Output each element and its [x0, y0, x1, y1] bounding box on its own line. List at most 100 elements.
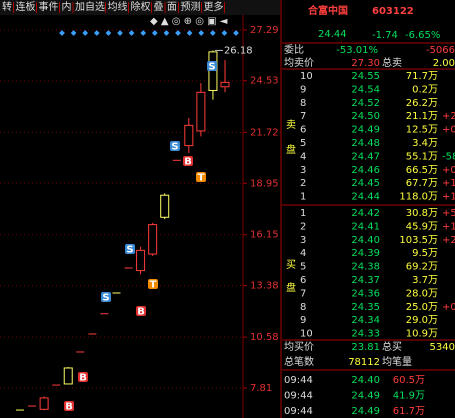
level-price: 24.54	[351, 84, 380, 95]
quote-text: 委比	[284, 43, 304, 56]
trade-volume: 61.7万	[393, 406, 425, 417]
level-volume: 25.0万	[406, 302, 438, 313]
level: 7	[300, 111, 306, 122]
trade-volume: 60.5万	[393, 375, 425, 386]
level-price: 24.34	[351, 315, 380, 326]
level: 2	[300, 221, 306, 232]
quote-text: 均卖价	[284, 57, 314, 69]
level: 3	[300, 235, 306, 246]
level: 4	[300, 151, 306, 162]
toolbar-button[interactable]: 均线	[108, 0, 128, 13]
icon-row: ◆ ▲ ◎ ⊕ ◎ ▣ ◄	[150, 16, 228, 27]
level-volume: 12.5万	[406, 125, 438, 136]
toolbar-button[interactable]: 除权	[131, 0, 151, 13]
signal-badge	[125, 244, 135, 254]
level: 8	[300, 302, 306, 313]
y-tick-label: 24.53	[250, 76, 279, 87]
level-volume: 28.0万	[406, 288, 438, 299]
candle-body	[208, 51, 218, 91]
toolbar-button[interactable]: 加自选	[75, 0, 105, 13]
trade-price: 24.40	[351, 375, 380, 386]
level-price: 24.35	[351, 302, 380, 313]
toolbar-button[interactable]: 事件	[39, 0, 59, 13]
quote-text: 均笔量	[382, 355, 412, 368]
signal-badge	[64, 401, 74, 411]
toolbar-bg	[0, 0, 280, 15]
level-volume: 103.5万	[399, 235, 438, 246]
level-price: 24.33	[351, 329, 380, 340]
level-volume: 30.8万	[406, 208, 438, 219]
level-change: +0	[442, 302, 455, 313]
level: 10	[300, 71, 313, 82]
level-change: -58.	[442, 151, 455, 162]
toolbar-button[interactable]: 连板	[16, 0, 36, 13]
toolbar-button[interactable]: 更多	[204, 0, 224, 13]
signal-badge	[136, 306, 146, 316]
quote-text: 5340	[430, 342, 455, 353]
signal-badge	[78, 372, 88, 382]
level-price: 24.41	[351, 221, 380, 232]
toolbar-button[interactable]: 叠	[154, 1, 164, 13]
side-label: 买	[286, 259, 296, 271]
level-price: 24.40	[351, 235, 380, 246]
toolbar-button[interactable]: 预测	[181, 0, 201, 13]
trade-price: 24.49	[351, 406, 380, 417]
level: 4	[300, 248, 306, 259]
signal-label: S	[102, 293, 109, 304]
toolbar-button[interactable]: 转	[2, 0, 12, 13]
level-volume: 71.7万	[406, 71, 438, 82]
level-volume: 29.0万	[406, 315, 438, 326]
y-tick-label: 10.58	[250, 332, 279, 343]
trade-time: 09:44	[284, 375, 313, 386]
level-volume: 21.1万	[406, 111, 438, 122]
level-price: 24.55	[351, 71, 380, 82]
quote-text: -5066	[426, 45, 455, 56]
quote-text: 27.30	[351, 58, 380, 69]
level-price: 24.45	[351, 178, 380, 189]
candle-body	[220, 81, 230, 88]
signal-badge	[170, 141, 180, 151]
candle-body	[184, 124, 194, 147]
change-pct: -6.65%	[405, 30, 440, 41]
signal-label: S	[126, 245, 133, 256]
level-volume: 69.2万	[406, 262, 438, 273]
candle-body	[63, 367, 73, 385]
level: 8	[300, 98, 306, 109]
candle-body	[196, 91, 206, 132]
signal-badge	[207, 61, 217, 71]
level: 7	[300, 288, 306, 299]
signal-badge	[196, 172, 206, 182]
level-volume: 10.9万	[406, 329, 438, 340]
signal-label: B	[65, 402, 73, 413]
y-tick-label: 21.72	[250, 127, 279, 138]
level-price: 24.46	[351, 165, 380, 176]
signal-badge	[148, 279, 158, 289]
y-tick-label: 13.38	[250, 281, 279, 292]
level-change: +10.	[442, 192, 455, 203]
level: 3	[300, 165, 306, 176]
toolbar-button[interactable]: 面	[167, 2, 177, 13]
toolbar-button[interactable]: 内	[62, 0, 72, 13]
level-price: 24.44	[351, 192, 380, 203]
level-change: +0.	[442, 165, 455, 176]
level-price: 24.42	[351, 208, 380, 219]
quote-text: 78112	[348, 357, 380, 368]
quote-text: 2.00	[433, 58, 455, 69]
side-label: 卖	[286, 119, 296, 131]
level-volume: 3.4万	[412, 138, 438, 149]
side-label: 盘	[286, 281, 296, 294]
level-volume: 118.0万	[399, 192, 438, 203]
quote-text: 总笔数	[284, 355, 314, 368]
level-price: 24.39	[351, 248, 380, 259]
level-change: +1.	[442, 178, 455, 189]
level-volume: 9.5万	[412, 248, 438, 259]
stock-name: 合富中国	[307, 4, 348, 17]
quote-text: 总卖	[382, 56, 402, 69]
level-price: 24.49	[351, 125, 380, 136]
signal-label: B	[184, 157, 192, 168]
level-price: 24.50	[351, 111, 380, 122]
signal-label: S	[208, 62, 215, 73]
side-label: 盘	[286, 143, 296, 156]
level-volume: 67.7万	[406, 178, 438, 189]
quote-panel: 合富中国 603122 24.44 -1.74 -6.65% 委比 -53.01% -5066…	[282, 4, 455, 417]
